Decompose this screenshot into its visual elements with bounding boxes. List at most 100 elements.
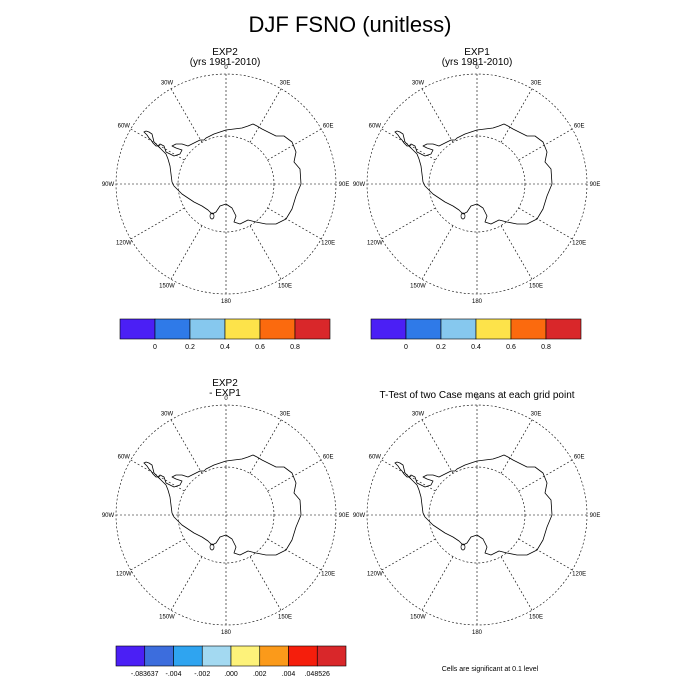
longitude-label: 180 [221,630,232,636]
colorbar-segment [224,318,261,340]
colorbar-2: 0 0.2 0.4 0.6 0.8 [370,318,582,351]
longitude-label: 150E [529,614,543,620]
colorbar-label: .048526 [305,671,330,678]
longitude-label: 30W [161,412,174,418]
colorbar-segment [154,318,191,340]
colorbar-label: 0.8 [290,344,300,351]
colorbar-segment [144,645,174,667]
colorbar-label: -.004 [166,671,182,678]
colorbar-segment [294,318,331,340]
figure-title: DJF FSNO (unitless) [248,12,452,37]
meridian-line [421,419,454,474]
meridian-line [381,207,436,240]
panel-2-title-line-1: EXP1 [464,47,490,58]
colorbar-label: 0.4 [220,344,230,351]
meridian-line [249,225,282,280]
longitude-label: 150W [410,614,426,620]
colorbar-1: 0 0.2 0.4 0.6 0.8 [119,318,331,351]
longitude-label: 0 [224,396,228,402]
antarctica-coastline [157,454,302,556]
colorbar-segment [119,318,156,340]
meridian-line [267,459,322,492]
colorbar-segment [259,645,289,667]
map-panel-3: 0 30E 60E 90E 120E 150E 180 150W 120W 90W 60W 30W [102,396,350,636]
meridian-line [170,419,203,474]
antarctic-peninsula [143,461,161,480]
panel-3-title: EXP2 - EXP1 [130,379,320,399]
significance-footnote: Cells are significant at 0.1 level [441,666,539,673]
longitude-label: 30W [412,81,425,87]
map-panel-2: 0 30E 60E 90E 120E 150E 180 150W 120W 90W 60W 30W [353,65,601,305]
island-outline [209,212,215,220]
longitude-label: 60W [369,455,382,461]
longitude-label: 30E [531,81,542,87]
map-panel-4: 0 30E 60E 90E 120E 150E 180 150W 120W 90W 60W 30W [353,396,601,636]
colorbar-label: -.083637 [131,671,159,678]
meridian-line [518,128,573,161]
colorbar-label: 0 [404,344,408,351]
longitude-label: 120W [367,241,383,247]
meridian-line [130,207,185,240]
meridian-line [249,556,282,611]
colorbar-label: .004 [282,671,296,678]
longitude-label: 90E [590,513,601,519]
antarctic-peninsula [143,130,161,149]
longitude-label: 90E [339,182,350,188]
meridian-line [170,225,203,280]
longitude-label: 30W [161,81,174,87]
meridian-line [130,538,185,571]
colorbar-segment [201,645,232,667]
colorbar-segment [440,318,477,340]
longitude-label: 120W [367,572,383,578]
longitude-label: 60W [118,455,131,461]
colorbar-label: 0 [153,344,157,351]
panel-3-title-line-2: - EXP1 [209,388,241,399]
meridian-line [170,556,203,611]
longitude-label: 150W [159,614,175,620]
longitude-label: 90W [353,182,366,188]
meridian-line [500,556,533,611]
island-outline [460,543,466,551]
longitude-label: 120E [321,572,335,578]
colorbar-segment [370,318,407,340]
colorbar-label: 0.4 [471,344,481,351]
longitude-label: 60E [323,455,334,461]
antarctica-coastline [408,123,553,225]
longitude-label: 30E [280,412,291,418]
panel-3-title-line-1: EXP2 [212,378,238,389]
longitude-label: 150W [159,283,175,289]
colorbar-segment [405,318,442,340]
longitude-label: 120W [116,572,132,578]
colorbar-segment [545,318,582,340]
meridian-line [267,538,322,571]
longitude-label: 150E [529,283,543,289]
longitude-label: 150E [278,283,292,289]
meridian-line [518,459,573,492]
longitude-label: 60W [369,124,382,130]
longitude-label: 90E [339,513,350,519]
longitude-label: 90W [102,513,115,519]
longitude-label: 90E [590,182,601,188]
panel-1-title-line-1: EXP2 [212,47,238,58]
meridian-line [500,88,533,143]
panel-4-title: T-Test of two Case means at each grid po… [362,391,592,401]
colorbar-segment [173,645,203,667]
longitude-label: 0 [475,65,479,71]
longitude-label: 180 [221,299,232,305]
colorbar-label: 0.2 [185,344,195,351]
colorbar-segment [259,318,296,340]
longitude-label: 30W [412,412,425,418]
longitude-label: 60E [574,124,585,130]
colorbar-label: 0.6 [255,344,265,351]
meridian-line [267,207,322,240]
longitude-label: 90W [102,182,115,188]
longitude-label: 30E [531,412,542,418]
longitude-label: 150E [278,614,292,620]
colorbar-segment [316,645,347,667]
meridian-line [500,225,533,280]
meridian-line [249,88,282,143]
longitude-label: 120E [321,241,335,247]
antarctica-coastline [408,454,553,556]
meridian-line [249,419,282,474]
colorbar-label: .002 [253,671,267,678]
